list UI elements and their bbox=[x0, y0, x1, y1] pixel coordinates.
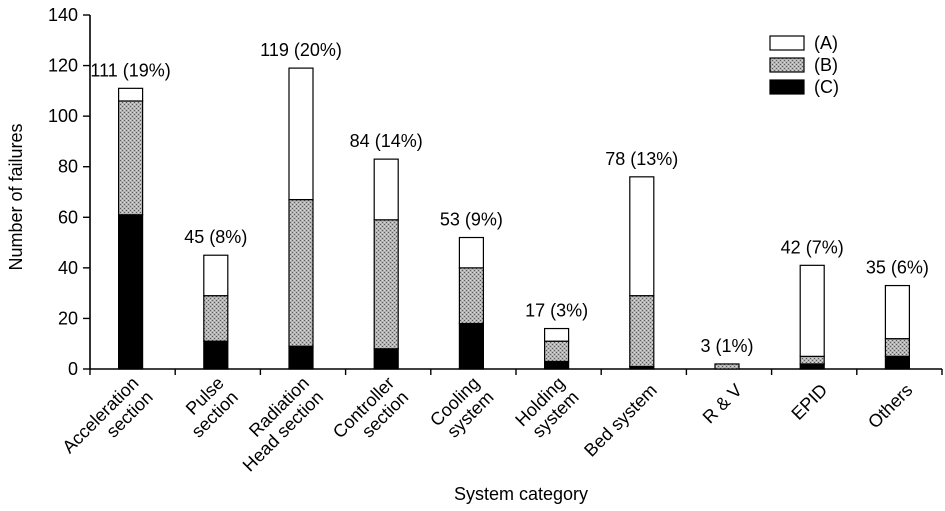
bar-segment-a bbox=[373, 158, 399, 221]
bar-segment-a bbox=[629, 176, 655, 297]
x-tick-label: Holdingsystem bbox=[511, 373, 582, 444]
legend-label: (C) bbox=[814, 77, 839, 97]
bar-segment-c bbox=[373, 348, 399, 370]
bars bbox=[117, 67, 911, 370]
legend-label: (B) bbox=[814, 55, 838, 75]
bar-segment-c bbox=[288, 345, 314, 370]
bar-total-label: 35 (6%) bbox=[866, 258, 929, 278]
bar-segment-b bbox=[203, 295, 229, 342]
y-tick-label: 20 bbox=[58, 308, 78, 328]
legend-swatch bbox=[769, 35, 805, 51]
x-tick-label: EPID bbox=[787, 380, 831, 424]
x-tick-label: Controllersection bbox=[329, 373, 412, 456]
y-tick-label: 0 bbox=[68, 359, 78, 379]
bar-segment-a bbox=[117, 87, 144, 102]
bar-segment-c bbox=[543, 360, 570, 370]
bar-total-label: 45 (8%) bbox=[184, 227, 247, 247]
y-tick-label: 120 bbox=[48, 56, 78, 76]
bar-segment-b bbox=[714, 363, 740, 370]
bar-segment-a bbox=[543, 327, 570, 342]
x-tick-label: RadiationHead section bbox=[225, 373, 328, 476]
x-tick-label: Pulsesection bbox=[173, 373, 242, 442]
x-axis-title: System category bbox=[454, 484, 588, 504]
y-tick-label: 40 bbox=[58, 258, 78, 278]
bar-segment-b bbox=[629, 295, 655, 368]
bar-total-label: 17 (3%) bbox=[525, 301, 588, 321]
bar-segment-c bbox=[458, 322, 484, 370]
y-tick-label: 80 bbox=[58, 157, 78, 177]
y-axis-title: Number of failures bbox=[6, 123, 26, 270]
bar-segment-b bbox=[458, 267, 484, 325]
bar-segment-b bbox=[288, 198, 314, 347]
bar-segment-c bbox=[884, 355, 911, 370]
legend-swatch bbox=[769, 79, 805, 95]
x-tick-label: Bed system bbox=[580, 380, 661, 461]
x-tick-label: Others bbox=[864, 380, 916, 432]
bar-segment-c bbox=[799, 363, 825, 370]
x-tick-label: Accelerationsection bbox=[58, 373, 156, 471]
bar-total-label: 84 (14%) bbox=[350, 131, 423, 151]
bar-total-label: 111 (19%) bbox=[90, 60, 170, 80]
bar-segment-c bbox=[117, 214, 144, 370]
bar-segment-b bbox=[117, 100, 144, 216]
legend-swatch bbox=[769, 57, 805, 73]
y-tick-label: 60 bbox=[58, 207, 78, 227]
bar-total-label: 3 (1%) bbox=[700, 336, 753, 356]
bar-segment-a bbox=[203, 254, 229, 297]
bar-segment-b bbox=[799, 355, 825, 365]
y-tick-label: 140 bbox=[48, 5, 78, 25]
bar-total-label: 53 (9%) bbox=[440, 210, 503, 230]
bar-segment-a bbox=[884, 284, 911, 340]
legend: (A)(B)(C) bbox=[769, 33, 839, 97]
bar-segment-a bbox=[288, 67, 314, 201]
y-tick-label: 100 bbox=[48, 106, 78, 126]
bar-segment-a bbox=[799, 264, 825, 357]
bar-total-label: 78 (13%) bbox=[605, 149, 678, 169]
legend-label: (A) bbox=[814, 33, 838, 53]
bar-total-label: 42 (7%) bbox=[781, 237, 844, 257]
bar-segment-c bbox=[203, 340, 229, 370]
bar-total-label: 119 (20%) bbox=[260, 40, 342, 60]
bar-segment-b bbox=[884, 338, 911, 357]
bar-segment-a bbox=[458, 236, 484, 269]
bar-segment-b bbox=[373, 219, 399, 350]
bar-segment-b bbox=[543, 340, 570, 363]
x-tick-label: R & V bbox=[699, 380, 746, 427]
data-labels: 111 (19%) 45 (8%) 119 (20%) 84 (14%) 53 (9%)… bbox=[90, 40, 929, 356]
x-tick-label: Coolingsystem bbox=[426, 373, 497, 444]
